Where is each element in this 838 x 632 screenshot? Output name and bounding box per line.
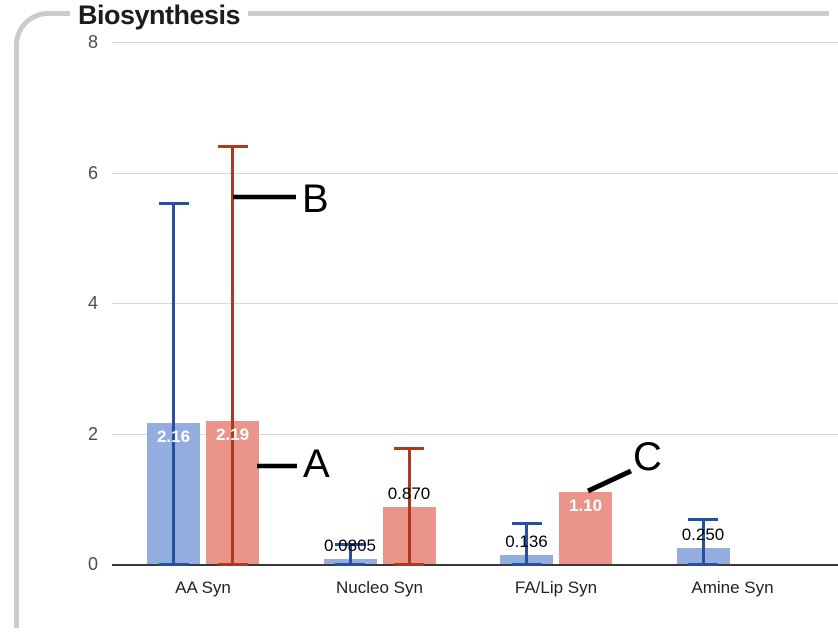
error-bar-top-cap-red-series-1	[394, 446, 424, 450]
error-bar-bottom-cap-blue-series-3	[688, 563, 718, 566]
y-axis-tick-label: 2	[87, 423, 98, 444]
gridline-y4	[112, 303, 838, 304]
x-axis-category-label: FA/Lip Syn	[514, 578, 598, 597]
error-bar-bottom-cap-red-series-1	[394, 563, 424, 566]
y-axis-tick-label: 4	[87, 293, 98, 313]
bar-red-series-2	[559, 492, 612, 564]
gridline-y8	[112, 42, 838, 43]
error-bar-bottom-cap-blue-series-2	[511, 563, 542, 566]
x-axis-category-label: AA Syn	[175, 578, 231, 597]
annotation-line-C	[586, 468, 633, 494]
error-bar-top-cap-blue-series-0	[158, 202, 189, 206]
bar-value-label: 0.250	[681, 524, 725, 544]
bar-value-label: 2.16	[156, 427, 191, 447]
bar-value-label: 0.0805	[324, 535, 376, 555]
error-bar-top-cap-blue-series-2	[511, 521, 542, 525]
error-bar-line-blue-series-0	[172, 203, 175, 564]
x-axis-line	[112, 564, 838, 566]
error-bar-bottom-cap-blue-series-1	[335, 563, 365, 566]
frame-border	[14, 11, 829, 628]
error-bar-line-blue-series-2	[525, 522, 528, 564]
bar-value-label: 2.19	[215, 425, 250, 445]
x-axis-category-label: Nucleo Syn	[336, 578, 423, 597]
error-bar-top-cap-blue-series-1	[335, 542, 365, 546]
bar-value-label: 0.870	[387, 484, 431, 504]
gridline-y2	[112, 433, 838, 435]
error-bar-top-cap-blue-series-3	[688, 517, 718, 521]
annotation-letter-C: C	[633, 435, 662, 479]
error-bar-bottom-cap-blue-series-0	[158, 563, 189, 566]
error-bar-top-cap-red-series-0	[217, 144, 248, 148]
bar-value-label: 1.10	[568, 496, 603, 516]
error-bar-bottom-cap-red-series-0	[217, 563, 248, 566]
annotation-letter-A: A	[303, 442, 330, 486]
annotation-letter-B: B	[302, 177, 329, 221]
bar-value-label: 0.136	[505, 532, 548, 552]
error-bar-line-red-series-1	[407, 447, 411, 564]
gridline-y6	[112, 172, 838, 174]
y-axis-tick-label: 0	[87, 554, 98, 574]
error-bar-line-blue-series-1	[348, 543, 352, 564]
error-bar-line-blue-series-3	[701, 518, 705, 564]
error-bar-line-red-series-0	[231, 145, 234, 564]
y-axis-tick-label: 6	[87, 162, 98, 183]
y-axis-tick-label: 8	[87, 32, 98, 52]
x-axis-category-label: Amine Syn	[691, 578, 774, 597]
chart-title: Biosynthesis	[70, 0, 249, 31]
